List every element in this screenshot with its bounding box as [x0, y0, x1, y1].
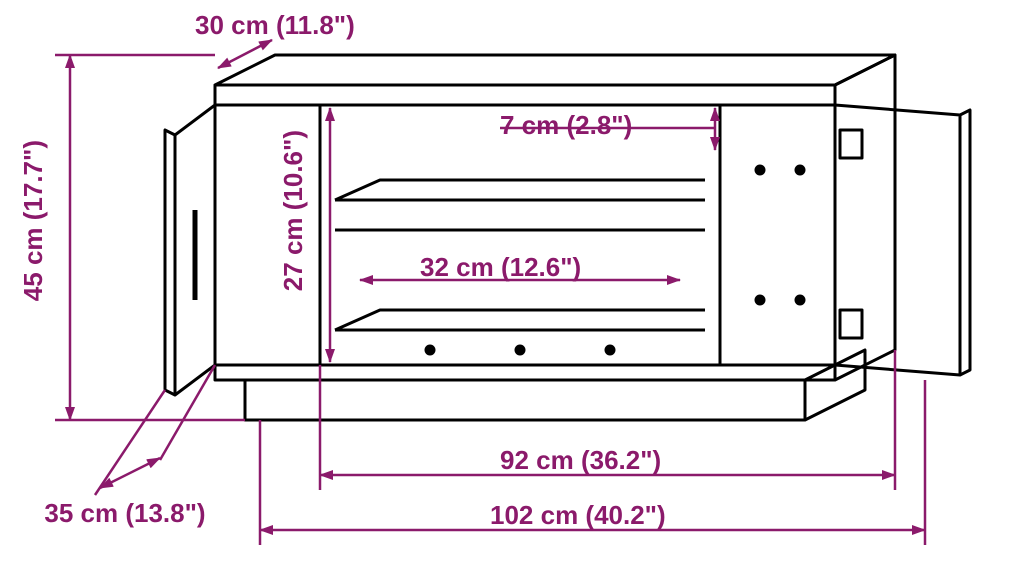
dim-height-overall: 45 cm (17.7"): [18, 140, 49, 301]
dim-shelf-gap: 7 cm (2.8"): [500, 110, 632, 141]
dim-depth-overall: 35 cm (13.8"): [35, 498, 215, 529]
dim-shelf-width: 32 cm (12.6"): [420, 252, 581, 283]
technical-diagram: 45 cm (17.7") 30 cm (11.8") 35 cm (13.8"…: [0, 0, 1013, 583]
dim-depth-top: 30 cm (11.8"): [195, 10, 355, 41]
diagram-svg: [0, 0, 1013, 583]
dim-width-overall: 102 cm (40.2"): [490, 500, 666, 531]
dim-inner-height: 27 cm (10.6"): [278, 130, 309, 291]
dim-body-width: 92 cm (36.2"): [500, 445, 661, 476]
dimension-lines: [55, 40, 925, 545]
